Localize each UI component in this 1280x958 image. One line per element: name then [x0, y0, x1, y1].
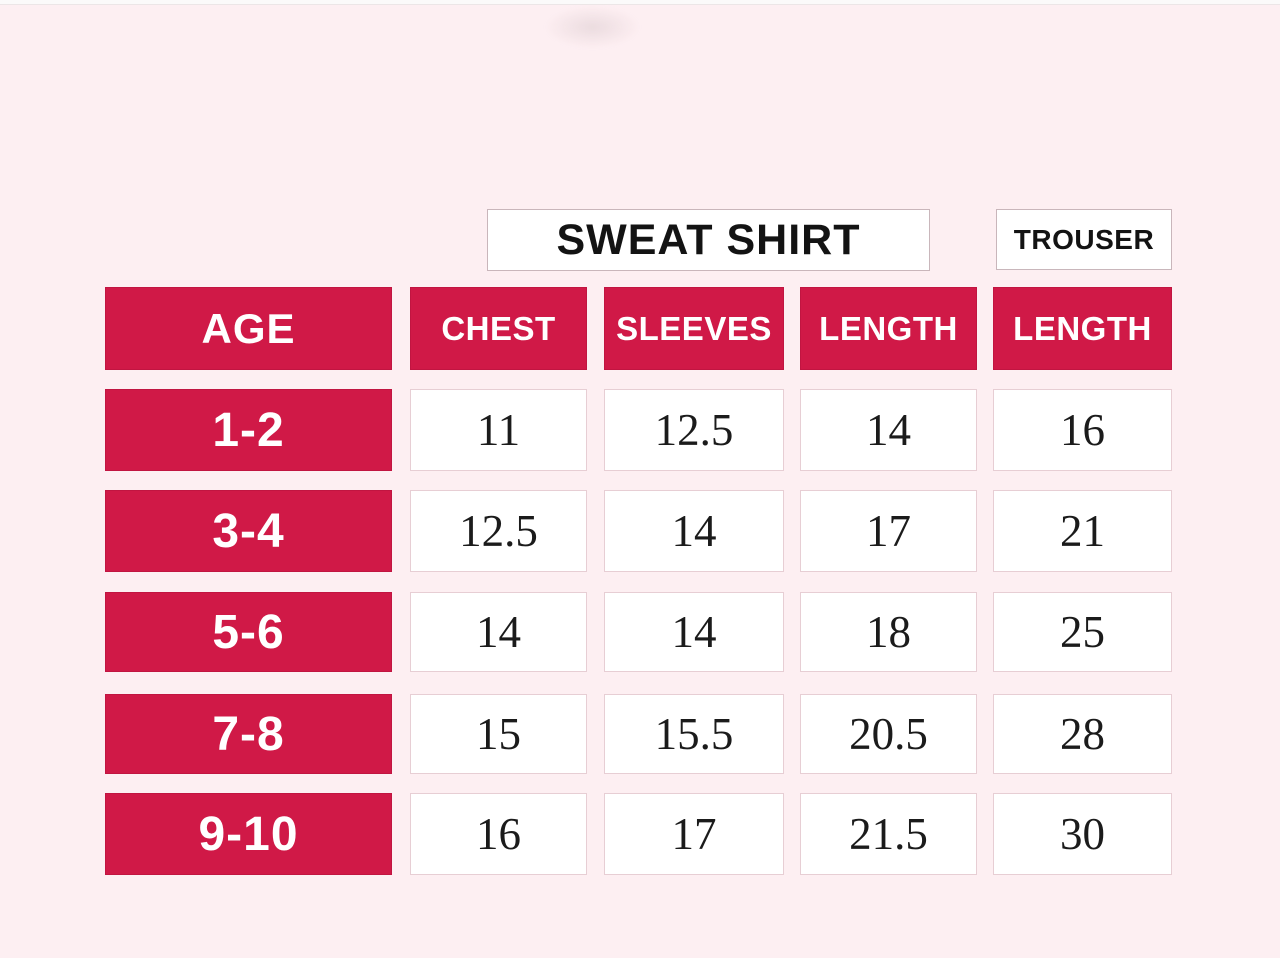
age-cell: 5-6 — [105, 592, 392, 672]
value-cell-sleeves: 14 — [604, 490, 784, 572]
value-cell-length: 20.5 — [800, 694, 977, 774]
column-header-length-sweatshirt: LENGTH — [800, 287, 977, 370]
value-cell-sleeves: 17 — [604, 793, 784, 875]
value-cell-length: 17 — [800, 490, 977, 572]
value-cell-sleeves: 14 — [604, 592, 784, 672]
value-cell-trouser-length: 21 — [993, 490, 1172, 572]
trouser-group-label: TROUSER — [1013, 223, 1155, 255]
value-cell-trouser-length: 28 — [993, 694, 1172, 774]
value-cell-chest: 16 — [410, 793, 587, 875]
column-header-sleeves: SLEEVES — [604, 287, 784, 370]
value-cell-sleeves: 15.5 — [604, 694, 784, 774]
column-header-age: AGE — [105, 287, 392, 370]
age-cell: 1-2 — [105, 389, 392, 471]
age-cell: 7-8 — [105, 694, 392, 774]
age-cell: 3-4 — [105, 490, 392, 572]
sweat-shirt-group-header: SWEAT SHIRT — [487, 209, 930, 271]
value-cell-chest: 14 — [410, 592, 587, 672]
value-cell-length: 18 — [800, 592, 977, 672]
value-cell-chest: 12.5 — [410, 490, 587, 572]
column-header-chest: CHEST — [410, 287, 587, 370]
value-cell-length: 14 — [800, 389, 977, 471]
value-cell-sleeves: 12.5 — [604, 389, 784, 471]
value-cell-chest: 15 — [410, 694, 587, 774]
top-edge-strip — [0, 0, 1280, 5]
value-cell-trouser-length: 30 — [993, 793, 1172, 875]
column-header-length-trouser: LENGTH — [993, 287, 1172, 370]
value-cell-length: 21.5 — [800, 793, 977, 875]
age-cell: 9-10 — [105, 793, 392, 875]
value-cell-trouser-length: 16 — [993, 389, 1172, 471]
trouser-group-header: TROUSER — [996, 209, 1172, 270]
value-cell-trouser-length: 25 — [993, 592, 1172, 672]
watermark — [545, 6, 640, 48]
value-cell-chest: 11 — [410, 389, 587, 471]
sweat-shirt-group-label: SWEAT SHIRT — [556, 215, 861, 264]
